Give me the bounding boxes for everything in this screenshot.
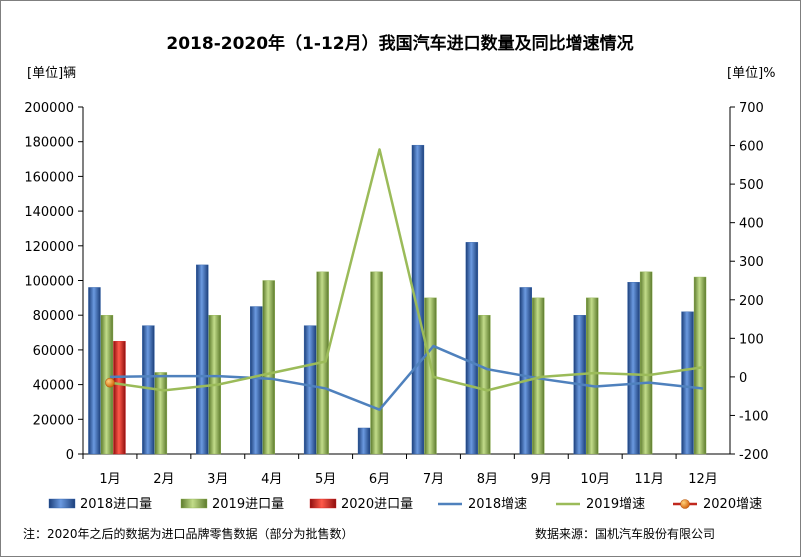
bar-2018进口量 [627,282,640,455]
bar-2018进口量 [196,264,209,455]
bar-2018进口量 [465,242,479,455]
right-tick-label: 100 [739,332,764,347]
bar-2019进口量 [424,297,437,455]
x-tick-label: 1月 [99,472,120,487]
left-tick-label: 0 [66,448,74,463]
bar-2018进口量 [250,306,263,455]
left-tick-label: 140000 [24,205,74,220]
bar-2018进口量 [411,144,425,455]
x-tick-label: 4月 [261,472,282,487]
legend: 2018进口量 2019进口量 2020进口量 2018增速 2019增速 2020增速 [48,497,762,512]
legend-swatch-2019进口量 [180,498,208,509]
bar-2019进口量 [262,280,275,455]
right-tick-label: 600 [739,140,764,155]
source-note: 数据来源：国机汽车股份有限公司 [535,526,715,541]
x-tick-label: 11月 [634,472,664,487]
bar-2018进口量 [681,311,694,455]
legend-label-2020进口量: 2020进口量 [341,497,413,512]
left-tick-label: 60000 [33,344,74,359]
bar-2019进口量 [154,372,168,455]
bar-2018进口量 [88,287,101,455]
legend-label-2018增速: 2018增速 [468,497,527,512]
bar-2019进口量 [586,297,599,455]
x-tick-label: 6月 [369,472,390,487]
bar-2018进口量 [303,325,317,455]
left-tick-label: 120000 [24,240,74,255]
bar-2018进口量 [519,287,532,455]
left-tick-label: 40000 [33,379,74,394]
right-axis-unit: [单位]% [727,66,776,81]
right-tick-label: 200 [739,294,764,309]
chart-title: 2018-2020年（1-12月）我国汽车进口数量及同比增速情况 [166,33,633,54]
left-tick-label: 80000 [33,309,74,324]
footnote: 注：2020年之后的数据为进口品牌零售数据（部分为批售数） [23,526,354,541]
bar-2018进口量 [357,427,371,455]
line-2018增速 [109,344,704,411]
x-tick-label: 7月 [423,472,444,487]
x-tick-label: 9月 [531,472,552,487]
x-tick-label: 12月 [688,472,718,487]
x-tick-label: 8月 [477,472,498,487]
legend-swatch-2020进口量 [309,498,337,509]
left-tick-label: 160000 [24,170,74,185]
point-2020增速 [105,377,115,388]
left-tick-label: 200000 [24,101,74,116]
line-2019增速 [109,148,704,392]
legend-swatch-dot-2020增速 [680,499,690,509]
legend-label-2019进口量: 2019进口量 [212,497,284,512]
right-tick-label: -200 [739,448,769,463]
x-tick-label: 5月 [315,472,336,487]
bar-2019进口量 [693,276,707,455]
bar-2019进口量 [478,315,491,455]
right-tick-label: 400 [739,217,764,232]
legend-label-2020增速: 2020增速 [703,497,762,512]
left-tick-label: 180000 [24,136,74,151]
right-tick-label: -100 [739,409,769,424]
legend-swatch-2018进口量 [48,498,76,509]
legend-label-2018进口量: 2018进口量 [80,497,152,512]
x-tick-label: 3月 [207,472,228,487]
left-tick-label: 20000 [33,413,74,428]
bar-2019进口量 [639,271,653,455]
x-tick-label: 2月 [153,472,174,487]
bar-2020进口量 [113,341,126,455]
bar-2019进口量 [370,271,383,455]
left-tick-label: 100000 [24,275,74,290]
left-axis-unit: [单位]辆 [27,66,76,81]
legend-label-2019增速: 2019增速 [586,497,645,512]
right-tick-label: 0 [739,371,747,386]
right-tick-label: 300 [739,255,764,270]
right-tick-label: 700 [739,101,764,116]
plot-area: 0 20000 40000 60000 80000 100000 120000 140000 1… [24,101,768,487]
x-tick-label: 10月 [580,472,610,487]
right-tick-label: 500 [739,178,764,193]
